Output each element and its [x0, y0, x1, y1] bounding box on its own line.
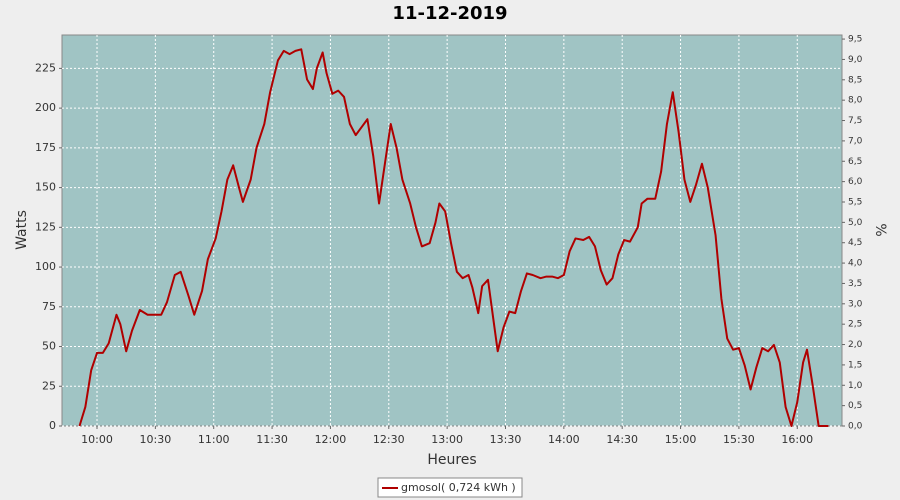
y-tick-label: 75 — [42, 300, 56, 313]
x-tick-label: 14:30 — [606, 433, 638, 446]
legend-label: gmosol( 0,724 kWh ) — [401, 481, 516, 494]
y-tick-label: 150 — [35, 181, 56, 194]
x-tick-label: 14:00 — [548, 433, 580, 446]
y2-tick-label: 3,0 — [848, 299, 863, 309]
legend-box — [377, 477, 523, 498]
x-tick-label: 11:30 — [256, 433, 288, 446]
y-tick-label: 200 — [35, 101, 56, 114]
x-tick-label: 15:00 — [665, 433, 697, 446]
y-tick-label: 175 — [35, 141, 56, 154]
x-tick-label: 11:00 — [198, 433, 230, 446]
y2-tick-label: 2,5 — [848, 320, 862, 330]
chart-title: 11-12-2019 — [392, 3, 507, 24]
x-tick-label: 12:00 — [315, 433, 347, 446]
x-axis-label: Heures — [427, 452, 476, 468]
x-tick-label: 13:30 — [490, 433, 522, 446]
y2-tick-label: 5,5 — [848, 197, 862, 207]
y2-tick-label: 8,0 — [848, 96, 863, 106]
x-tick-label: 13:00 — [431, 433, 463, 446]
y-tick-label: 0 — [49, 419, 56, 432]
y2-tick-label: 6,0 — [848, 177, 863, 187]
y2-tick-label: 8,5 — [848, 75, 862, 85]
y2-tick-label: 9,0 — [848, 55, 863, 65]
x-tick-label: 10:00 — [81, 433, 113, 446]
y2-tick-label: 1,0 — [848, 381, 863, 391]
y-tick-label: 100 — [35, 260, 56, 273]
x-tick-label: 16:00 — [781, 433, 813, 446]
y-tick-label: 125 — [35, 220, 56, 233]
y-axis-label: Watts — [14, 210, 30, 250]
x-tick-label: 15:30 — [723, 433, 755, 446]
y2-tick-label: 9,5 — [848, 35, 862, 45]
y2-tick-label: 6,5 — [848, 157, 862, 167]
data-line — [78, 48, 829, 427]
y2-tick-label: 3,5 — [848, 279, 862, 289]
x-tick-label: 10:30 — [140, 433, 172, 446]
y2-tick-label: 0,5 — [848, 401, 862, 411]
y2-tick-label: 4,5 — [848, 238, 862, 248]
y2-tick-label: 7,0 — [848, 136, 863, 146]
y2-tick-label: 4,0 — [848, 259, 863, 269]
y2-tick-label: 5,0 — [848, 218, 863, 228]
y-tick-label: 50 — [42, 340, 56, 353]
y2-tick-label: 7,5 — [848, 116, 862, 126]
y2-tick-label: 2,0 — [848, 340, 863, 350]
y2-tick-label: 0,0 — [848, 422, 863, 432]
y2-tick-label: 1,5 — [848, 360, 862, 370]
y-tick-label: 25 — [42, 379, 56, 392]
y2-axis-label: % — [872, 223, 888, 236]
y-tick-label: 225 — [35, 61, 56, 74]
plot-area — [61, 34, 843, 427]
x-tick-label: 12:30 — [373, 433, 405, 446]
